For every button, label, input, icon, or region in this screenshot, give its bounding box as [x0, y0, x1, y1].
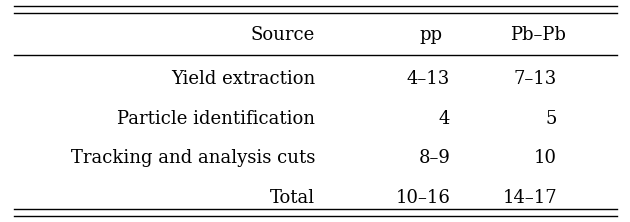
Text: Particle identification: Particle identification [117, 110, 315, 128]
Text: 10: 10 [534, 149, 557, 167]
Text: Pb–Pb: Pb–Pb [510, 26, 566, 44]
Text: 5: 5 [546, 110, 557, 128]
Text: pp: pp [420, 26, 443, 44]
Text: 14–17: 14–17 [502, 189, 557, 207]
Text: Yield extraction: Yield extraction [171, 70, 315, 88]
Text: 4–13: 4–13 [407, 70, 450, 88]
Text: Source: Source [251, 26, 315, 44]
Text: 8–9: 8–9 [418, 149, 450, 167]
Text: 10–16: 10–16 [396, 189, 450, 207]
Text: Total: Total [270, 189, 315, 207]
Text: 7–13: 7–13 [514, 70, 557, 88]
Text: Tracking and analysis cuts: Tracking and analysis cuts [71, 149, 315, 167]
Text: 4: 4 [439, 110, 450, 128]
